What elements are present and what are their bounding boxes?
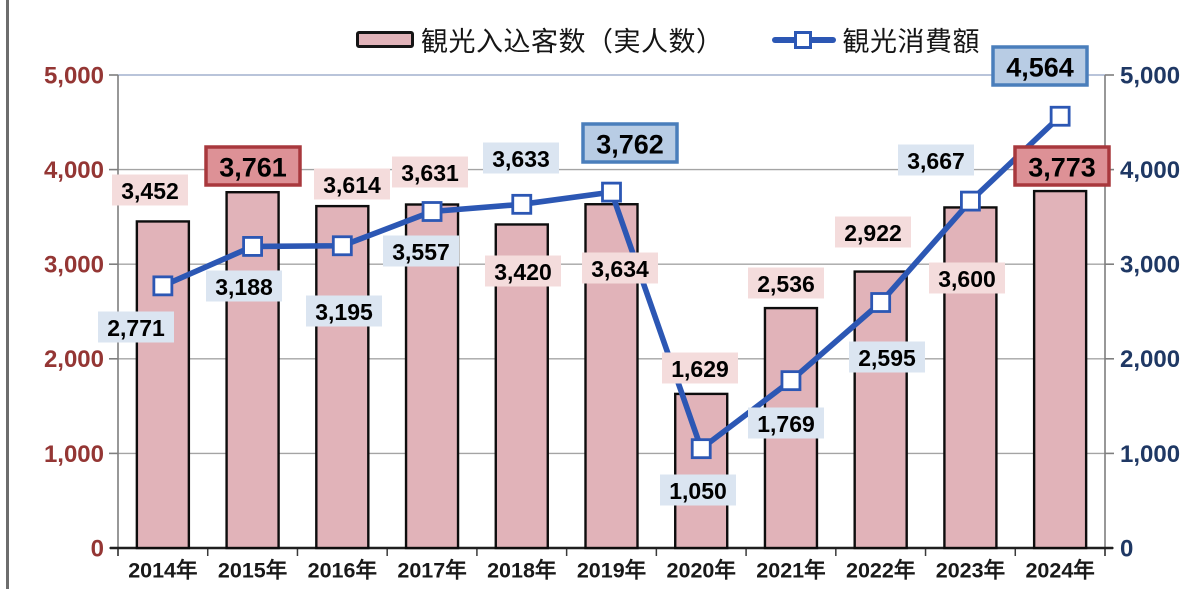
line-marker-2015年: [242, 236, 263, 257]
line-value-label-2015年: 3,188: [215, 274, 273, 300]
line-marker-2024年: [1049, 105, 1071, 127]
line-value-label-2024年-bg: [991, 45, 1089, 87]
legend-item-line-series: 観光消費額: [771, 20, 981, 59]
bar-value-label-2024年: 3,773: [1028, 152, 1096, 182]
line-value-label-2014年-bg: [98, 311, 174, 343]
left-axis-tick-label: 3,000: [44, 252, 104, 279]
x-axis-label: 2020年: [667, 558, 736, 583]
bar-2022年: [853, 270, 908, 550]
bar-2014年: [135, 220, 191, 550]
bar-value-label-2024年-bg: [1013, 145, 1111, 187]
line-value-label-2023年: 3,667: [907, 148, 965, 174]
line-series-label: 観光消費額: [842, 27, 980, 57]
x-axis-label: 2024年: [1025, 558, 1094, 583]
line-value-label-2015年-bg: [206, 270, 282, 302]
line-value-label-2018年: 3,633: [492, 146, 550, 172]
bar-value-label-2017年: 3,631: [401, 160, 459, 186]
right-axis-tick-label: 5,000: [1120, 62, 1180, 89]
line-value-label-2016年: 3,195: [315, 299, 373, 325]
right-axis-tick-label: 3,000: [1120, 252, 1180, 279]
bar-value-label-2018年-bg: [485, 255, 561, 287]
line-marker-2019年: [601, 181, 622, 203]
x-axis-label: 2017年: [397, 558, 466, 583]
bar-series-swatch-icon: [356, 31, 414, 48]
bar-value-label-2014年-bg: [112, 174, 188, 206]
left-axis-tick-label: 0: [91, 535, 104, 562]
x-axis-label: 2014年: [128, 558, 197, 583]
line-marker-2023年: [960, 190, 981, 212]
line-value-label-2023年-bg: [898, 144, 974, 176]
page-left-border: [6, 0, 9, 589]
line-marker-2018年: [511, 193, 533, 215]
line-marker-2022年: [870, 292, 892, 313]
line-value-label-2017年-bg: [383, 235, 459, 267]
left-axis-tick-label: 2,000: [44, 346, 104, 373]
bar-value-label-2019年-bg: [582, 252, 658, 284]
line-value-label-2014年: 2,771: [107, 315, 165, 341]
bar-value-label-2014年: 3,452: [121, 178, 179, 204]
bar-series-label: 観光入込客数（実人数）: [421, 27, 724, 57]
line-value-label-2019年: 3,762: [596, 129, 664, 159]
line-marker-2016年: [331, 235, 353, 257]
line-value-label-2022年: 2,595: [858, 345, 916, 371]
bar-2023年: [943, 206, 998, 550]
bar-value-label-2021年-bg: [748, 267, 824, 299]
legend-item-bar-series: 観光入込客数（実人数）: [356, 20, 724, 59]
right-axis-tick-label: 0: [1120, 535, 1133, 562]
bar-value-label-2022年-bg: [835, 216, 911, 248]
x-axis-label: 2023年: [936, 558, 1005, 583]
line-series-swatch-icon: [771, 30, 836, 49]
line-value-label-2020年: 1,050: [669, 478, 727, 504]
bar-value-label-2023年: 3,600: [938, 266, 996, 292]
x-axis-label: 2016年: [308, 558, 377, 583]
line-value-label-2020年-bg: [660, 474, 736, 506]
left-axis-tick-label: 4,000: [44, 157, 104, 184]
line-value-label-2018年-bg: [483, 142, 559, 174]
left-axis-tick-label: 5,000: [44, 62, 104, 89]
bar-2024年: [1032, 189, 1088, 550]
bar-value-label-2023年-bg: [929, 262, 1005, 294]
line-marker-2014年: [152, 275, 174, 297]
bar-2016年: [315, 204, 370, 550]
bar-value-label-2016年: 3,614: [323, 172, 381, 198]
right-axis-tick-label: 1,000: [1120, 441, 1180, 468]
bar-value-label-2016年-bg: [314, 168, 390, 200]
bar-value-label-2018年: 3,420: [494, 259, 552, 285]
line-marker-2020年: [690, 438, 712, 460]
bar-value-label-2020年: 1,629: [671, 356, 729, 382]
x-axis-label: 2021年: [756, 558, 825, 583]
bar-value-label-2022年: 2,922: [844, 220, 902, 246]
line-value-label-2016年-bg: [306, 295, 382, 327]
legend: 観光入込客数（実人数） 観光消費額: [356, 20, 980, 59]
bar-value-label-2020年-bg: [662, 352, 738, 384]
left-axis-tick-label: 1,000: [44, 441, 104, 468]
line-marker-2021年: [780, 370, 802, 392]
bar-value-label-2017年-bg: [392, 156, 468, 188]
bar-value-label-2021年: 2,536: [757, 271, 815, 297]
line-value-label-2021年-bg: [748, 407, 824, 439]
line-value-label-2019年-bg: [581, 122, 679, 164]
x-axis-label: 2018年: [487, 558, 556, 583]
x-axis-label: 2019年: [577, 558, 646, 583]
bar-2020年: [674, 392, 729, 550]
bar-value-label-2019年: 3,634: [591, 256, 649, 282]
right-axis-tick-label: 2,000: [1120, 346, 1180, 373]
bar-value-label-2015年: 3,761: [219, 152, 287, 182]
line-marker-2017年: [421, 201, 443, 222]
bar-value-label-2015年-bg: [204, 145, 302, 187]
line-value-label-2022年-bg: [849, 341, 925, 373]
x-axis-label: 2015年: [218, 558, 287, 583]
right-axis-tick-label: 4,000: [1120, 157, 1180, 184]
line-value-label-2024年: 4,564: [1006, 52, 1074, 82]
line-value-label-2017年: 3,557: [392, 239, 450, 265]
x-axis-label: 2022年: [846, 558, 915, 583]
line-value-label-2021年: 1,769: [757, 411, 815, 437]
line-marker-icon: [793, 30, 812, 49]
